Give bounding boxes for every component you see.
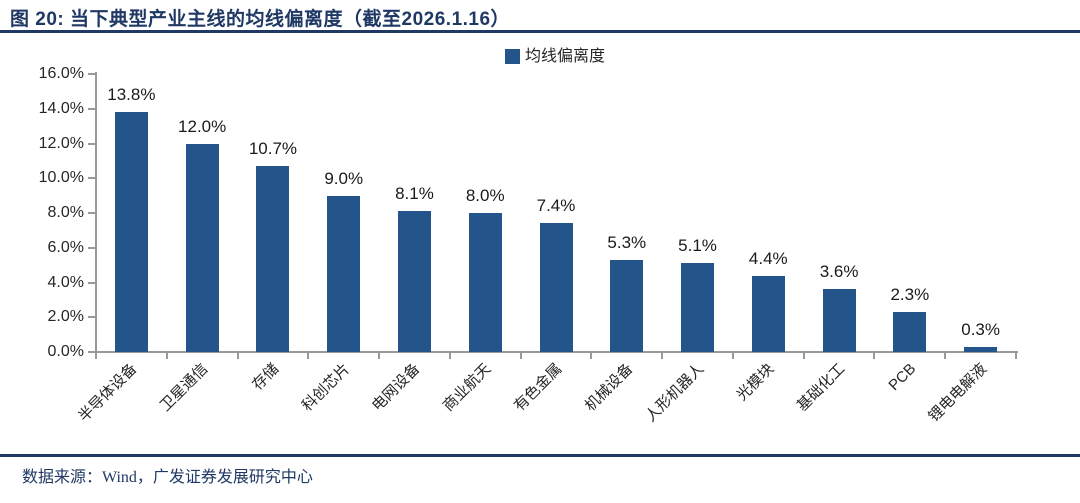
y-tick-label: 6.0% <box>47 238 84 256</box>
bar <box>397 211 431 352</box>
x-axis-line <box>95 351 1018 353</box>
bar <box>185 143 219 352</box>
y-tick-mark <box>88 73 95 75</box>
y-tick-label: 12.0% <box>38 134 84 152</box>
bar <box>468 213 502 352</box>
bar-value-label: 2.3% <box>890 285 930 305</box>
bar-value-label: 7.4% <box>536 196 576 216</box>
bar <box>751 275 785 352</box>
chart-legend: 均线偏离度 <box>505 48 605 65</box>
x-tick-mark <box>590 352 593 359</box>
bar-value-label: 4.4% <box>748 248 788 268</box>
legend-swatch-icon <box>505 49 520 64</box>
bar <box>256 166 290 352</box>
y-tick-mark <box>88 316 95 319</box>
x-tick-mark <box>873 352 876 359</box>
top-divider <box>0 30 1080 33</box>
x-tick-mark <box>1015 352 1017 359</box>
y-tick-mark <box>88 177 95 180</box>
legend-label: 均线偏离度 <box>525 48 606 65</box>
y-axis-line <box>95 72 97 353</box>
y-tick-label: 14.0% <box>38 99 84 117</box>
bar <box>610 259 644 352</box>
y-tick-mark <box>88 351 95 353</box>
x-tick-mark <box>802 352 805 359</box>
y-tick-label: 2.0% <box>47 308 84 326</box>
bar-value-label: 13.8% <box>107 85 156 105</box>
x-tick-mark <box>448 352 451 359</box>
x-tick-mark <box>378 352 381 359</box>
bar <box>327 195 361 352</box>
y-tick-mark <box>88 246 95 249</box>
x-tick-mark <box>165 352 168 359</box>
bar-value-label: 10.7% <box>248 139 298 159</box>
y-tick-label: 4.0% <box>47 273 84 291</box>
bar <box>964 346 998 352</box>
x-tick-mark <box>95 352 97 359</box>
figure-title: 图 20: 当下典型产业主线的均线偏离度（截至2026.1.16） <box>10 9 511 30</box>
y-tick-mark <box>88 107 95 110</box>
bar <box>681 263 715 352</box>
x-tick-mark <box>661 352 664 359</box>
bar-value-label: 12.0% <box>178 116 227 136</box>
bar-value-label: 5.3% <box>607 232 647 252</box>
bar <box>114 112 148 352</box>
x-tick-mark <box>944 352 947 359</box>
bar <box>893 312 927 352</box>
y-tick-mark <box>88 142 95 145</box>
bar-value-label: 8.0% <box>465 186 505 205</box>
bar <box>539 223 573 352</box>
bar-value-label: 5.1% <box>678 236 717 256</box>
y-tick-label: 0.0% <box>47 343 84 360</box>
y-tick-label: 16.0% <box>38 65 84 82</box>
bar <box>822 289 856 352</box>
data-source: 数据来源：Wind，广发证券发展研究中心 <box>22 469 313 486</box>
x-tick-mark <box>236 352 239 359</box>
x-tick-mark <box>519 352 522 359</box>
y-tick-label: 8.0% <box>47 204 84 221</box>
bar-value-label: 8.1% <box>395 184 434 204</box>
y-tick-label: 10.0% <box>38 169 84 187</box>
bottom-divider <box>0 454 1080 457</box>
bar-value-label: 9.0% <box>324 168 364 188</box>
y-tick-mark <box>88 212 95 214</box>
bar-value-label: 3.6% <box>819 262 859 282</box>
x-tick-mark <box>731 352 734 359</box>
bar-value-label: 0.3% <box>961 319 1000 339</box>
y-tick-mark <box>88 281 95 284</box>
category-label: 半导体设备 <box>75 360 141 426</box>
x-tick-mark <box>307 352 310 359</box>
